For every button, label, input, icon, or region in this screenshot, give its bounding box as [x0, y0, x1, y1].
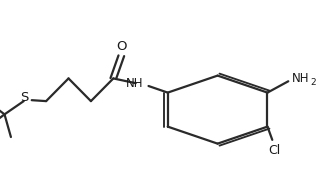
Text: S: S — [20, 91, 28, 104]
Text: NH: NH — [292, 72, 309, 85]
Text: O: O — [116, 40, 127, 53]
Text: NH: NH — [126, 77, 144, 90]
Text: 2: 2 — [310, 78, 316, 87]
Text: Cl: Cl — [268, 144, 280, 157]
